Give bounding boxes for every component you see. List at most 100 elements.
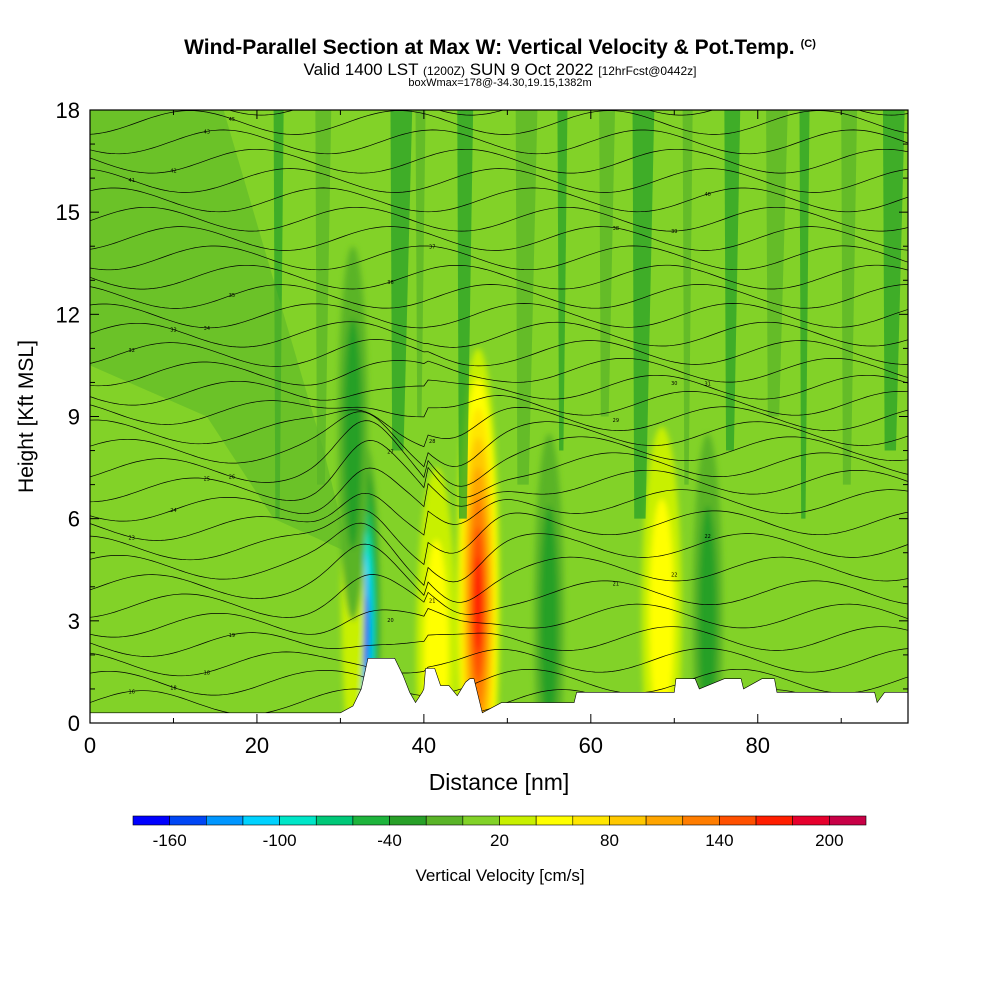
y-tick-label: 0 bbox=[68, 711, 80, 736]
theta-contour-label: 22 bbox=[671, 572, 677, 578]
x-tick-label: 80 bbox=[746, 733, 770, 758]
theta-contour-label: 43 bbox=[204, 129, 210, 135]
colorbar-swatch bbox=[279, 815, 317, 826]
theta-contour bbox=[90, 467, 908, 522]
velocity-band bbox=[474, 556, 483, 652]
valid-time: Valid 1400 LST bbox=[303, 60, 419, 79]
theta-contour-label: 39 bbox=[671, 229, 677, 235]
velocity-streak bbox=[415, 110, 426, 417]
x-tick-label: 40 bbox=[412, 733, 436, 758]
theta-contour-label: 27 bbox=[387, 449, 393, 455]
theta-contour bbox=[90, 522, 908, 586]
colorbar-swatch bbox=[792, 815, 830, 826]
theta-contour-label: 18 bbox=[170, 685, 176, 691]
y-tick-label: 6 bbox=[68, 507, 80, 532]
colorbar-tick-label: -100 bbox=[263, 831, 297, 850]
colorbar-swatch bbox=[682, 815, 720, 826]
theta-contour-label: 20 bbox=[387, 618, 393, 624]
box-max-info: boxWmax=178@-34.30,19.15,1382m bbox=[408, 77, 592, 89]
theta-contour-label: 32 bbox=[129, 348, 135, 354]
theta-contours: 16 18 18 19 20 21 21 22 22 23 24 25 26 27 28 29 30 31 32 33… bbox=[90, 110, 908, 716]
theta-contour-label: 45 bbox=[229, 117, 235, 123]
theta-contour-label: 37 bbox=[429, 244, 435, 250]
theta-contour bbox=[90, 603, 908, 638]
theta-contour-label: 26 bbox=[229, 475, 235, 481]
theta-contour-label: 24 bbox=[170, 508, 176, 514]
velocity-field bbox=[90, 110, 908, 723]
velocity-streak bbox=[682, 110, 693, 485]
theta-contour bbox=[90, 129, 908, 155]
colorbar-swatch bbox=[609, 815, 647, 826]
theta-contour-label: 16 bbox=[129, 689, 135, 695]
velocity-streak bbox=[632, 110, 655, 519]
x-axis-label: Distance [nm] bbox=[429, 769, 570, 795]
theta-contour-label: 40 bbox=[704, 192, 710, 198]
chart-subtitle: Valid 1400 LST (1200Z) SUN 9 Oct 2022 [1… bbox=[0, 60, 1000, 80]
velocity-streak bbox=[599, 110, 616, 417]
copyright-mark: (C) bbox=[800, 38, 816, 50]
colorbar-tick-label: 140 bbox=[705, 831, 733, 850]
colorbar-tick-label: 20 bbox=[490, 831, 509, 850]
chart-title-text: Wind-Parallel Section at Max W: Vertical… bbox=[184, 36, 795, 59]
velocity-streak bbox=[724, 110, 741, 451]
colorbar-swatch bbox=[132, 815, 170, 826]
theta-contour-label: 30 bbox=[671, 381, 677, 387]
velocity-cell-5 bbox=[534, 433, 565, 723]
colorbar-swatch bbox=[829, 815, 867, 826]
colorbar-swatch bbox=[462, 815, 500, 826]
theta-contour-label: 18 bbox=[204, 670, 210, 676]
colorbar-tick-label: -160 bbox=[153, 831, 187, 850]
theta-contour bbox=[90, 406, 908, 448]
y-tick-label: 3 bbox=[68, 609, 80, 634]
theta-contour bbox=[90, 303, 908, 329]
colorbar-swatch bbox=[206, 815, 244, 826]
colorbar-swatch bbox=[499, 815, 537, 826]
theta-contour-label: 33 bbox=[170, 328, 176, 334]
colorbar-swatch bbox=[242, 815, 280, 826]
theta-contour bbox=[90, 648, 908, 677]
valid-date: SUN 9 Oct 2022 bbox=[469, 60, 594, 79]
y-axis-label: Height [Kft MSL] bbox=[15, 340, 38, 493]
colorbar-swatch bbox=[645, 815, 684, 826]
forecast-info: [12hrFcst@0442z] bbox=[598, 64, 697, 78]
theta-contour-label: 19 bbox=[229, 633, 235, 639]
theta-contour bbox=[90, 226, 908, 251]
velocity-band bbox=[649, 498, 675, 723]
theta-contour-label: 31 bbox=[704, 382, 710, 388]
velocity-band bbox=[698, 505, 717, 723]
colorbar-swatch bbox=[389, 815, 427, 826]
theta-contour bbox=[90, 668, 908, 697]
valid-utc: (1200Z) bbox=[422, 64, 465, 78]
theta-contour bbox=[90, 374, 908, 406]
velocity-streak bbox=[882, 110, 905, 451]
colorbar-label: Vertical Velocity [cm/s] bbox=[415, 866, 584, 885]
velocity-streak bbox=[515, 110, 538, 485]
colorbar-swatch bbox=[352, 815, 390, 826]
velocity-streak bbox=[457, 110, 474, 519]
colorbar-tick-label: 200 bbox=[815, 831, 843, 850]
theta-contour-label: 42 bbox=[170, 169, 176, 175]
theta-contour-label: 34 bbox=[204, 326, 210, 332]
y-tick-label: 9 bbox=[68, 405, 80, 430]
colorbar-swatch bbox=[535, 815, 574, 826]
x-tick-label: 0 bbox=[84, 733, 96, 758]
theta-contour-label: 22 bbox=[704, 534, 710, 540]
colorbar-swatch bbox=[425, 815, 464, 826]
terrain-mask bbox=[89, 657, 909, 724]
theta-contour bbox=[90, 543, 908, 603]
colorbar-swatch bbox=[755, 815, 793, 826]
theta-contour bbox=[227, 110, 908, 116]
theta-contour bbox=[90, 168, 908, 193]
colorbar: -160 -100 -40 20 80 140 200 Vertical Velocity [… bbox=[132, 815, 867, 885]
theta-contour bbox=[90, 264, 908, 290]
theta-contour bbox=[90, 391, 908, 425]
velocity-streak bbox=[766, 110, 788, 417]
velocity-band bbox=[539, 505, 559, 723]
y-tick-label: 12 bbox=[56, 302, 80, 327]
theta-contour bbox=[90, 245, 908, 271]
colorbar-swatch bbox=[719, 815, 757, 826]
theta-contour bbox=[90, 339, 908, 367]
theta-contour bbox=[90, 508, 908, 566]
velocity-streak bbox=[90, 110, 349, 553]
